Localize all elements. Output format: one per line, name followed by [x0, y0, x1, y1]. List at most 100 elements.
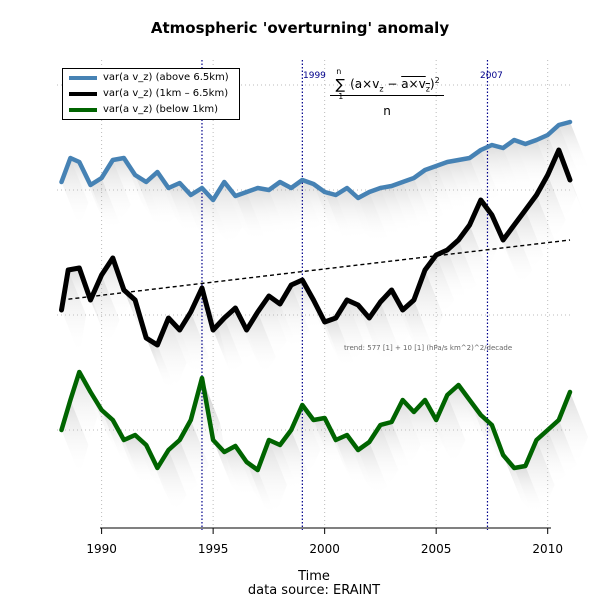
shade-wedge [480, 415, 510, 470]
shade-wedge [402, 300, 432, 355]
shade-wedge [213, 440, 243, 497]
shade-wedge [458, 158, 488, 205]
shade-wedge [413, 400, 444, 457]
shade-wedge [61, 270, 87, 355]
shade-wedge [425, 255, 455, 315]
shade-wedge [324, 192, 354, 240]
shade-wedge [61, 158, 89, 227]
shade-wedge [157, 318, 187, 390]
formula-denominator: n [383, 104, 391, 119]
shade-wedge [101, 160, 131, 223]
formula-term: (a×v [350, 77, 380, 91]
shade-wedge [346, 300, 377, 350]
shade-wedge [447, 160, 477, 207]
vline-label-2007: 2007 [480, 71, 503, 81]
shade-wedge [413, 170, 444, 223]
formula-sub2: z [425, 84, 430, 94]
shade-wedge [402, 400, 432, 457]
shade-wedge [268, 182, 299, 235]
shade-wedge [369, 302, 399, 363]
shade-wedge [324, 318, 354, 367]
formula-sum-lower: 1 [338, 91, 344, 101]
shade-wedge [280, 182, 310, 233]
shade-wedge [558, 392, 588, 465]
legend: var(a v_z) (above 6.5km) var(a v_z) (1km… [62, 68, 240, 120]
shade-wedge [302, 180, 332, 229]
shade-wedge [369, 188, 399, 237]
shade-wedge [358, 192, 388, 243]
shade-wedge [436, 162, 466, 211]
shade-wedge [90, 178, 120, 230]
shade-wedge [391, 182, 421, 231]
shade-wedge [135, 175, 165, 227]
shade-wedge [425, 166, 455, 215]
shade-wedge [70, 372, 98, 445]
shade-wedge [458, 225, 488, 285]
shade-wedge [246, 312, 276, 375]
shade-wedge [291, 405, 321, 475]
shade-wedge [503, 225, 533, 285]
shade-wedge [335, 300, 365, 363]
shade-wedge [536, 430, 566, 485]
shade-wedge [503, 455, 533, 513]
shade-wedge [436, 250, 466, 300]
shade-wedge [190, 288, 220, 357]
shade-wedge [168, 318, 198, 375]
variance-formula: n ∑ 1 (a×vz − a×vz)2 n [330, 67, 444, 136]
x-axis-label: Time [298, 569, 330, 584]
shade-wedge [313, 418, 343, 465]
x-tick-label: 1995 [198, 542, 229, 556]
legend-label-below: var(a v_z) (below 1km) [103, 104, 219, 115]
shade-wedge [525, 440, 555, 511]
x-tick-label: 2005 [421, 542, 452, 556]
shade-wedge [268, 440, 299, 490]
shade-wedge [302, 405, 332, 465]
shade-wedge [246, 188, 276, 237]
chart-title: Atmospheric 'overturning' anomaly [150, 19, 450, 37]
legend-label-above: var(a v_z) (above 6.5km) [103, 72, 229, 83]
shade-wedge [179, 312, 209, 375]
shade-wedge [480, 145, 510, 195]
shade-wedge [190, 188, 220, 240]
shade-wedge [558, 122, 588, 170]
shade-wedge [168, 183, 198, 233]
shade-wedge [547, 420, 577, 475]
x-tick-label: 1990 [86, 542, 117, 556]
shade-wedge [101, 410, 131, 465]
shade-wedge [213, 182, 243, 245]
shade-wedge [146, 338, 176, 390]
shade-wedge [224, 308, 254, 363]
shade-wedge [525, 195, 555, 255]
formula-sum-sign: ∑ [335, 76, 345, 93]
shade-wedge [268, 296, 299, 349]
shade-wedge [257, 188, 287, 235]
shade-wedge [491, 145, 522, 193]
shade-wedge [68, 268, 98, 315]
shade-wedge [346, 435, 377, 495]
shade-wedge [335, 188, 365, 240]
series-line-middle [59, 147, 573, 348]
shade-wedge [469, 200, 499, 270]
trend-line [61, 239, 571, 301]
shade-wedge [70, 158, 98, 207]
shade-wedge [447, 385, 477, 440]
formula-mean-term: a×v [401, 77, 426, 91]
shade-wedge [458, 385, 488, 445]
shade-wedge [112, 158, 142, 205]
shade-wedge [213, 318, 243, 375]
shade-wedge [402, 178, 432, 227]
shade-wedge [291, 280, 321, 330]
shade-wedge [135, 435, 165, 490]
shade-wedge [61, 400, 89, 475]
formula-fraction-bar [330, 95, 444, 97]
shade-wedge [547, 150, 577, 220]
shade-wedge [514, 466, 544, 513]
shade-wedge [280, 430, 310, 490]
shade-wedge [380, 422, 410, 470]
legend-item-middle: var(a v_z) (1km – 6.5km) [63, 86, 239, 101]
trend-annotation: trend: 577 [1] + 10 [1] (hPa/s km^2)^2/d… [344, 344, 513, 352]
formula-sum-upper: n [336, 66, 342, 76]
shade-wedge [224, 446, 254, 497]
legend-swatch-above [69, 75, 97, 80]
